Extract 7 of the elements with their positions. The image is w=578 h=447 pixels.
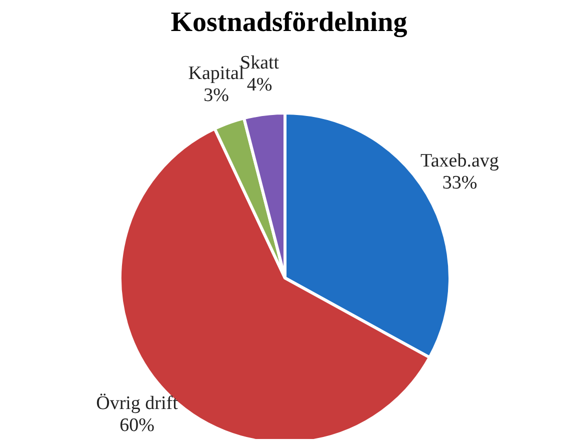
data-label: 3% — [204, 85, 230, 106]
data-label: 33% — [442, 172, 478, 194]
slice-label: Taxeb.avg — [420, 150, 500, 172]
data-label: 60% — [120, 414, 155, 436]
slice-label: Övrig drift — [96, 392, 179, 414]
data-label: 4% — [246, 74, 272, 96]
chart-title: Kostnadsfördelning — [170, 7, 408, 38]
